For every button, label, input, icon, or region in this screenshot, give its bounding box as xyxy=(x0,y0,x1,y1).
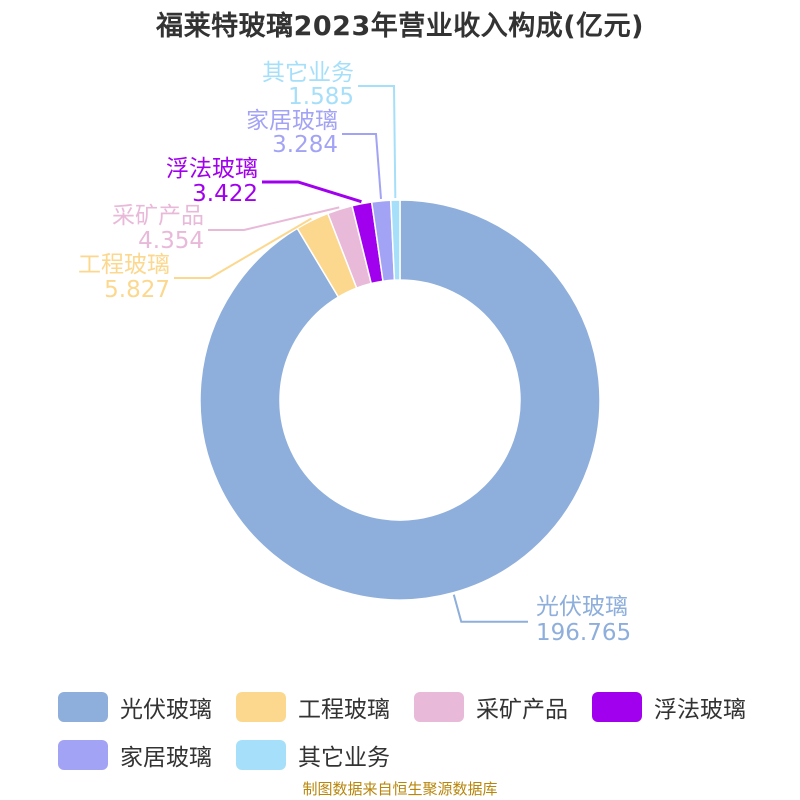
legend-item-qita[interactable]: 其它业务 xyxy=(236,738,414,772)
legend-swatch xyxy=(58,740,108,770)
legend-label: 光伏玻璃 xyxy=(120,697,212,723)
slice-value-jiaju: 3.284 xyxy=(272,132,338,158)
legend-label: 其它业务 xyxy=(298,745,390,771)
leader-line-jiaju xyxy=(342,133,382,199)
legend-item-gongcheng[interactable]: 工程玻璃 xyxy=(236,690,414,724)
slice-label-caikuang: 采矿产品 xyxy=(112,203,204,229)
legend: 光伏玻璃 工程玻璃 采矿产品 浮法玻璃 家居玻璃 其它业务 xyxy=(58,690,778,772)
leader-line-gongcheng xyxy=(174,217,312,279)
slice-value-gongcheng: 5.827 xyxy=(104,277,170,303)
legend-swatch xyxy=(58,692,108,722)
slice-qita[interactable] xyxy=(389,199,401,281)
legend-item-jiaju[interactable]: 家居玻璃 xyxy=(58,738,236,772)
legend-item-guangfu[interactable]: 光伏玻璃 xyxy=(58,690,236,724)
legend-swatch xyxy=(414,692,464,722)
legend-swatch xyxy=(592,692,642,722)
legend-label: 采矿产品 xyxy=(476,697,568,723)
legend-item-fufa[interactable]: 浮法玻璃 xyxy=(592,690,770,724)
slice-value-fufa: 3.422 xyxy=(192,181,258,207)
slice-label-jiaju: 家居玻璃 xyxy=(246,108,338,134)
chart-title: 福莱特玻璃2023年营业收入构成(亿元) xyxy=(156,11,644,42)
leader-line-fufa xyxy=(262,180,362,204)
legend-label: 家居玻璃 xyxy=(120,745,212,771)
source-note: 制图数据来自恒生聚源数据库 xyxy=(302,780,498,798)
leader-line-guangfu xyxy=(452,594,528,623)
legend-item-caikuang[interactable]: 采矿产品 xyxy=(414,690,592,724)
legend-label: 工程玻璃 xyxy=(298,697,390,723)
legend-label: 浮法玻璃 xyxy=(654,697,746,723)
leader-line-qita xyxy=(358,85,397,199)
slice-value-caikuang: 4.354 xyxy=(138,228,204,254)
leader-line-caikuang xyxy=(208,206,340,231)
legend-swatch xyxy=(236,692,286,722)
slice-value-guangfu: 196.765 xyxy=(536,620,631,646)
legend-swatch xyxy=(236,740,286,770)
slice-value-qita: 1.585 xyxy=(288,84,354,110)
slice-label-gongcheng: 工程玻璃 xyxy=(78,252,170,278)
slice-label-qita: 其它业务 xyxy=(262,60,354,86)
slice-label-fufa: 浮法玻璃 xyxy=(166,156,258,182)
slice-label-guangfu: 光伏玻璃 xyxy=(536,594,628,620)
slice-guangfu[interactable] xyxy=(199,199,601,601)
